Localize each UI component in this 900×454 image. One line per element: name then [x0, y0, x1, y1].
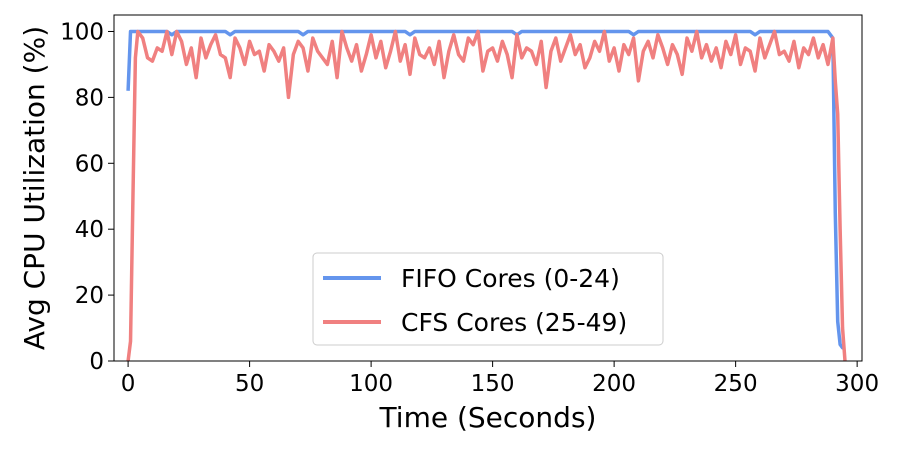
series-line	[126, 29, 845, 350]
y-tick-label: 0	[89, 349, 104, 375]
x-tick-label: 300	[835, 371, 879, 397]
x-tick-label: 200	[592, 371, 636, 397]
x-tick-label: 0	[121, 371, 136, 397]
legend-label: FIFO Cores (0-24)	[401, 264, 620, 293]
x-tick-label: 150	[471, 371, 515, 397]
x-tick-label: 50	[235, 371, 264, 397]
y-tick-label: 40	[75, 217, 104, 243]
y-tick-label: 60	[75, 151, 104, 177]
legend-label: CFS Cores (25-49)	[401, 308, 627, 337]
y-tick-label: 80	[75, 85, 104, 111]
y-tick-label: 100	[60, 19, 104, 45]
x-axis-label: Time (Seconds)	[379, 401, 597, 434]
y-axis-label: Avg CPU Utilization (%)	[18, 26, 51, 350]
plot-frame	[113, 14, 863, 362]
series-line	[126, 29, 847, 362]
legend-box	[312, 252, 664, 346]
x-tick-label: 100	[349, 371, 393, 397]
x-tick-label: 250	[714, 371, 758, 397]
y-tick-label: 20	[75, 283, 104, 309]
legend: FIFO Cores (0-24) CFS Cores (25-49)	[312, 252, 664, 346]
